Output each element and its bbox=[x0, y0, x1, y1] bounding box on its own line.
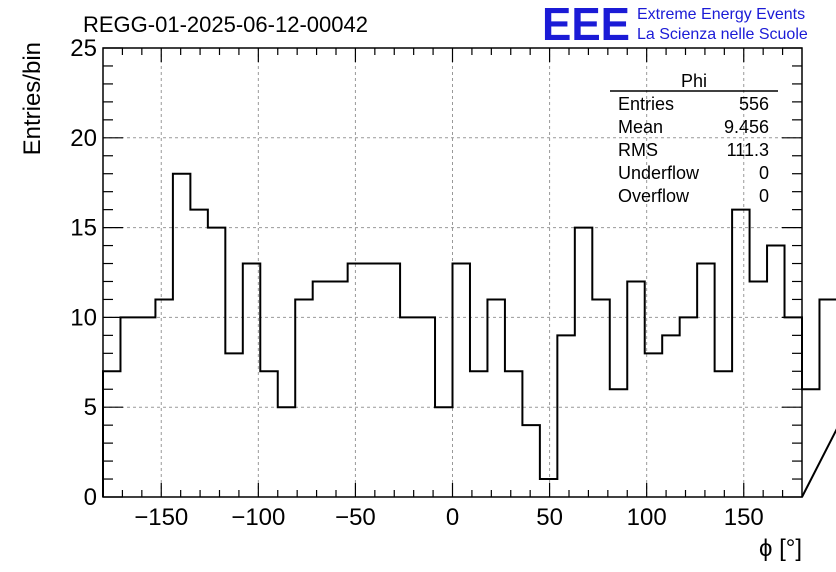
x-tick-label: 150 bbox=[724, 504, 764, 531]
stats-value: 111.3 bbox=[727, 140, 769, 160]
x-tick-label: 100 bbox=[627, 504, 667, 531]
stats-value: 0 bbox=[759, 163, 769, 183]
stats-value: 9.456 bbox=[724, 117, 769, 137]
stats-label: Underflow bbox=[618, 163, 700, 183]
stats-label: Overflow bbox=[618, 186, 690, 206]
histogram-line bbox=[102, 172, 836, 498]
y-tick-label: 15 bbox=[70, 215, 97, 242]
axis-ticks bbox=[103, 47, 802, 498]
y-axis-label: Entries/bin bbox=[19, 42, 46, 155]
y-tick-label: 25 bbox=[70, 35, 97, 62]
x-tick-labels: −150 −100 −50 0 50 100 150 bbox=[134, 504, 764, 531]
stats-label: Mean bbox=[618, 117, 663, 137]
x-tick-label: 50 bbox=[536, 504, 563, 531]
y-tick-label: 10 bbox=[70, 304, 97, 331]
x-axis-label: ϕ [°] bbox=[759, 535, 802, 562]
eee-logo-text: EEE bbox=[542, 0, 630, 50]
stats-box: Phi Entries 556 Mean 9.456 RMS 111.3 Underflow… bbox=[610, 71, 778, 206]
y-tick-labels: 0 5 10 15 20 25 bbox=[70, 35, 97, 511]
chart-title: REGG-01-2025-06-12-00042 bbox=[83, 12, 368, 37]
y-tick-label: 5 bbox=[84, 394, 97, 421]
x-tick-label: 0 bbox=[446, 504, 459, 531]
eee-line1: Extreme Energy Events bbox=[637, 6, 805, 23]
stats-label: Entries bbox=[618, 94, 674, 114]
stats-box-title: Phi bbox=[681, 71, 707, 91]
stats-value: 0 bbox=[759, 186, 769, 206]
x-tick-label: −100 bbox=[231, 504, 285, 531]
eee-logo: EEE Extreme Energy Events La Scienza nel… bbox=[542, 0, 808, 50]
y-tick-label: 0 bbox=[84, 484, 97, 511]
eee-line2: La Scienza nelle Scuole bbox=[637, 26, 808, 43]
x-tick-label: −50 bbox=[335, 504, 376, 531]
stats-label: RMS bbox=[618, 140, 658, 160]
y-tick-label: 20 bbox=[70, 125, 97, 152]
x-tick-label: −150 bbox=[134, 504, 188, 531]
stats-value: 556 bbox=[739, 94, 769, 114]
